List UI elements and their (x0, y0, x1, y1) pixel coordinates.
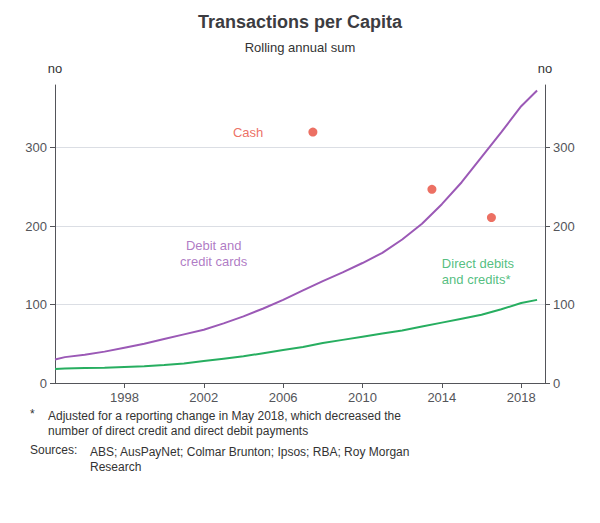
svg-text:200: 200 (553, 219, 575, 234)
svg-text:and credits*: and credits* (442, 272, 511, 287)
svg-text:0: 0 (553, 376, 560, 391)
svg-text:1998: 1998 (110, 390, 139, 405)
svg-text:Debit and: Debit and (186, 238, 242, 253)
svg-text:Research: Research (90, 460, 141, 474)
svg-text:Transactions per Capita: Transactions per Capita (198, 12, 403, 32)
svg-text:100: 100 (25, 297, 47, 312)
svg-text:credit cards: credit cards (180, 254, 248, 269)
svg-text:2002: 2002 (189, 390, 218, 405)
svg-text:200: 200 (25, 219, 47, 234)
svg-text:2014: 2014 (427, 390, 456, 405)
svg-text:2006: 2006 (269, 390, 298, 405)
svg-text:no: no (48, 61, 62, 76)
svg-text:300: 300 (553, 140, 575, 155)
svg-text:Adjusted for a reporting chang: Adjusted for a reporting change in May 2… (48, 409, 401, 423)
svg-text:Sources:: Sources: (30, 443, 77, 457)
svg-text:no: no (538, 61, 552, 76)
svg-text:300: 300 (25, 140, 47, 155)
svg-text:Direct debits: Direct debits (442, 256, 515, 271)
svg-text:0: 0 (40, 376, 47, 391)
svg-text:Rolling annual sum: Rolling annual sum (245, 40, 356, 55)
svg-text:2018: 2018 (507, 390, 536, 405)
svg-text:*: * (30, 407, 35, 421)
svg-text:ABS; AusPayNet; Colmar Brunton: ABS; AusPayNet; Colmar Brunton; Ipsos; R… (90, 445, 409, 459)
svg-text:number of direct credit and di: number of direct credit and direct debit… (48, 424, 308, 438)
svg-text:2010: 2010 (348, 390, 377, 405)
svg-text:Cash: Cash (233, 125, 263, 140)
svg-text:100: 100 (553, 297, 575, 312)
